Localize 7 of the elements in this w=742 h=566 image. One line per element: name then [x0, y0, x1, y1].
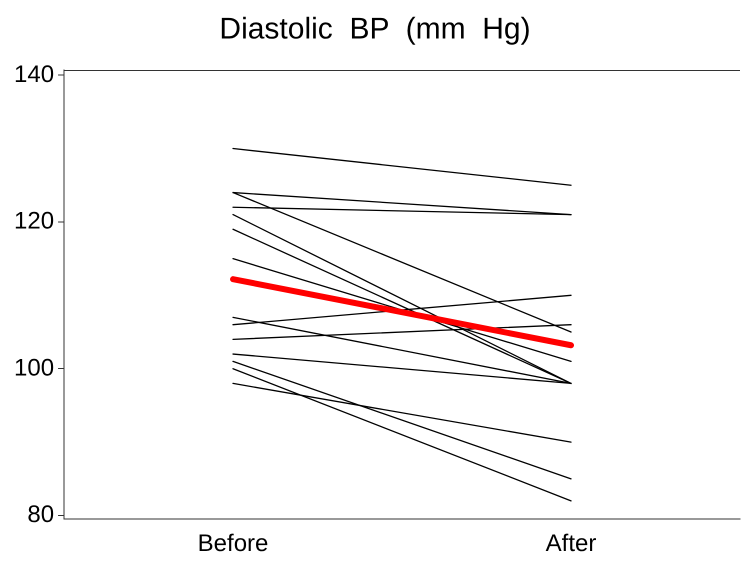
y-tick-label: 100: [14, 354, 54, 382]
chart-title: Diastolic BP (mm Hg): [219, 12, 531, 46]
y-tick-label: 80: [27, 501, 54, 528]
y-tick-label: 140: [14, 60, 54, 88]
y-tick-label: 120: [14, 208, 54, 235]
x-tick-label: Before: [198, 530, 268, 558]
x-tick-label: After: [546, 530, 596, 558]
